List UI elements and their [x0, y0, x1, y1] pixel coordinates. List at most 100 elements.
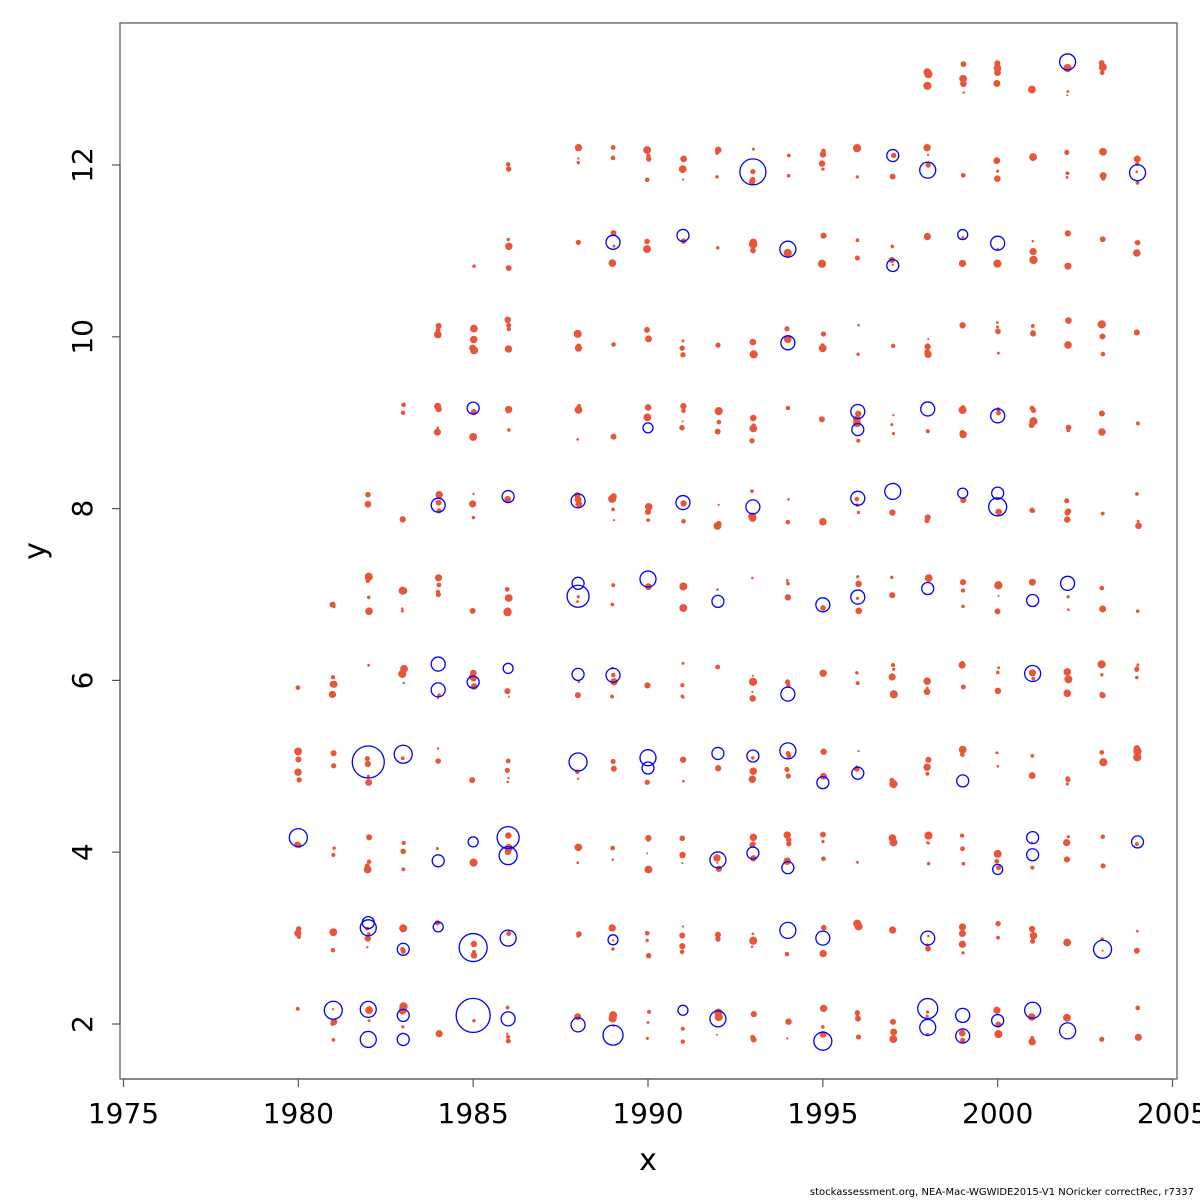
- negative-residual-dot: [1135, 929, 1139, 933]
- positive-residual-bubble: [570, 493, 586, 509]
- positive-residual-bubble: [359, 919, 377, 937]
- negative-residual-dot: [923, 688, 931, 696]
- negative-residual-dot: [786, 841, 792, 847]
- negative-residual-dot: [505, 405, 513, 414]
- negative-residual-dot: [1066, 608, 1070, 612]
- negative-residual-dot: [888, 673, 896, 681]
- negative-residual-dot: [855, 607, 863, 615]
- negative-residual-dot: [367, 932, 371, 936]
- negative-residual-dot: [364, 755, 370, 762]
- negative-residual-dot: [472, 264, 476, 269]
- negative-residual-dot: [433, 428, 441, 436]
- negative-residual-dot: [506, 237, 510, 242]
- negative-residual-dot: [575, 239, 581, 246]
- negative-residual-dot: [924, 350, 932, 359]
- negative-residual-dot: [821, 839, 825, 844]
- negative-residual-dot: [610, 433, 617, 440]
- negative-residual-dot: [819, 949, 827, 958]
- negative-residual-dot: [1100, 673, 1104, 677]
- positive-residual-bubble: [779, 742, 797, 760]
- negative-residual-dot: [296, 777, 302, 783]
- negative-residual-dot: [680, 683, 685, 688]
- negative-residual-dot: [855, 410, 862, 417]
- negative-residual-dot: [295, 1006, 300, 1011]
- negative-residual-dot: [714, 428, 721, 435]
- negative-residual-dot: [1030, 330, 1037, 337]
- negative-residual-dot: [366, 834, 373, 841]
- negative-residual-dot: [294, 929, 302, 937]
- negative-residual-dot: [925, 756, 932, 763]
- negative-residual-dot: [786, 153, 791, 158]
- negative-residual-dot: [679, 425, 685, 431]
- negative-residual-dot: [611, 947, 615, 951]
- negative-residual-dot: [643, 245, 651, 254]
- positive-residual-bubble: [711, 594, 725, 609]
- negative-residual-dot: [995, 508, 1002, 516]
- negative-residual-dot: [611, 858, 615, 862]
- negative-residual-dot: [890, 575, 894, 580]
- negative-residual-dot: [749, 414, 757, 422]
- negative-residual-dot: [364, 935, 371, 942]
- negative-residual-dot: [961, 1030, 964, 1033]
- negative-residual-dot: [1099, 1036, 1105, 1042]
- negative-residual-dot: [367, 663, 371, 667]
- negative-residual-dot: [574, 692, 581, 699]
- negative-residual-dot: [1100, 511, 1105, 516]
- negative-residual-dot: [923, 232, 931, 241]
- negative-residual-dot: [1098, 63, 1107, 72]
- negative-residual-dot: [749, 338, 757, 346]
- negative-residual-dot: [750, 1034, 756, 1040]
- negative-residual-dot: [961, 236, 965, 240]
- negative-residual-dot: [574, 344, 583, 352]
- negative-residual-dot: [681, 339, 685, 343]
- negative-residual-dot: [821, 167, 825, 171]
- positive-residual-bubble: [919, 1018, 937, 1037]
- negative-residual-dot: [717, 503, 720, 507]
- negative-residual-dot: [993, 157, 1001, 165]
- negative-residual-dot: [469, 777, 476, 784]
- negative-residual-dot: [294, 768, 302, 776]
- positive-residual-bubble: [815, 597, 831, 613]
- negative-residual-dot: [750, 1010, 757, 1018]
- negative-residual-dot: [1099, 750, 1105, 755]
- positive-residual-bubble: [498, 845, 518, 866]
- negative-residual-dot: [890, 423, 894, 427]
- negative-residual-dot: [610, 672, 616, 678]
- negative-residual-dot: [855, 175, 859, 179]
- positive-residual-bubble: [466, 401, 480, 415]
- negative-residual-dot: [470, 669, 477, 677]
- negative-residual-dot: [891, 432, 895, 436]
- negative-residual-dot: [332, 846, 336, 850]
- positive-residual-bubble: [990, 408, 1006, 424]
- negative-residual-dot: [435, 846, 439, 851]
- negative-residual-dot: [681, 925, 685, 928]
- negative-residual-dot: [927, 337, 930, 341]
- positive-residual-bubble: [746, 749, 760, 763]
- negative-residual-dot: [612, 584, 615, 587]
- negative-residual-dot: [573, 329, 582, 338]
- negative-residual-dot: [400, 848, 407, 855]
- positive-residual-bubble: [956, 774, 970, 788]
- x-tick-label: 1995: [787, 1097, 858, 1130]
- negative-residual-dot: [1030, 754, 1035, 758]
- negative-residual-dot: [1029, 507, 1035, 513]
- negative-residual-dot: [749, 350, 758, 359]
- negative-residual-dot: [854, 1010, 860, 1016]
- negative-residual-dot: [993, 259, 1002, 268]
- negative-residual-dot: [435, 758, 441, 764]
- negative-residual-dot: [507, 428, 511, 432]
- negative-residual-dot: [961, 861, 966, 866]
- negative-residual-dot: [1100, 863, 1106, 869]
- positive-residual-layer: [288, 53, 1147, 1051]
- negative-residual-dot: [1064, 149, 1070, 155]
- negative-residual-dot: [329, 601, 336, 608]
- negative-residual-dot: [469, 858, 478, 867]
- negative-residual-dot: [819, 517, 827, 526]
- negative-residual-dot: [435, 322, 442, 330]
- negative-residual-dot: [1135, 1005, 1141, 1011]
- negative-residual-dot: [644, 404, 652, 411]
- negative-residual-dot: [506, 780, 510, 784]
- negative-residual-dot: [681, 862, 684, 865]
- negative-residual-dot: [748, 178, 756, 185]
- negative-residual-dot: [751, 147, 755, 151]
